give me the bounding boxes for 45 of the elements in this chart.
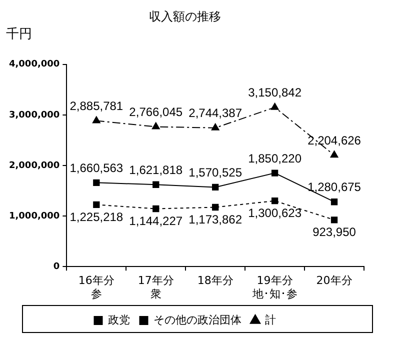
y-tick-label: 2,000,000 <box>8 160 60 171</box>
data-label: 1,225,218 <box>70 210 124 224</box>
data-label: 1,850,220 <box>248 151 302 166</box>
point <box>93 179 100 186</box>
x-tick-label: 19年分地･知･参 <box>251 274 298 300</box>
data-label: 1,280,675 <box>308 180 362 194</box>
data-label: 2,885,781 <box>70 99 124 114</box>
data-label: 1,621,818 <box>129 162 183 177</box>
y-tick-label: 3,000,000 <box>8 110 60 120</box>
y-tick-label: 1,000,000 <box>8 211 60 222</box>
data-label: 1,660,563 <box>70 160 124 175</box>
legend-label: 計 <box>264 313 276 326</box>
x-tick-label: 18年分 <box>197 274 234 288</box>
data-label: 2,204,626 <box>308 133 362 148</box>
point <box>211 123 220 130</box>
y-axis-title: 千円 <box>6 26 32 42</box>
point <box>330 198 338 206</box>
x-tick-label: 20年分 <box>316 274 352 288</box>
x-tick-label: 16年分参 <box>78 274 114 300</box>
point <box>271 198 278 204</box>
legend-label: 政党 <box>108 313 130 326</box>
point <box>152 122 160 130</box>
y-tick-label: 4,000,000 <box>8 60 60 70</box>
point <box>330 216 338 224</box>
point <box>330 150 338 158</box>
data-label: 2,744,387 <box>188 106 242 120</box>
point <box>270 102 279 110</box>
chart-title: 収入額の推移 <box>149 9 221 24</box>
data-label: 1,173,862 <box>188 212 242 227</box>
point <box>271 170 278 176</box>
data-label: 1,570,525 <box>188 166 242 180</box>
data-label: 1,300,623 <box>248 206 302 220</box>
point <box>152 205 160 212</box>
data-label: 2,766,045 <box>129 105 183 120</box>
point <box>92 116 100 124</box>
data-label: 3,150,842 <box>248 86 302 100</box>
point <box>93 201 100 208</box>
data-label: 923,950 <box>312 225 356 240</box>
legend-label: その他の政治団体 <box>153 313 242 326</box>
point <box>212 204 219 211</box>
point <box>212 184 219 191</box>
y-tick-label: 0 <box>53 262 60 272</box>
data-label: 1,144,227 <box>129 214 183 228</box>
point <box>152 181 160 188</box>
x-tick-label: 17年分衆 <box>138 274 174 300</box>
